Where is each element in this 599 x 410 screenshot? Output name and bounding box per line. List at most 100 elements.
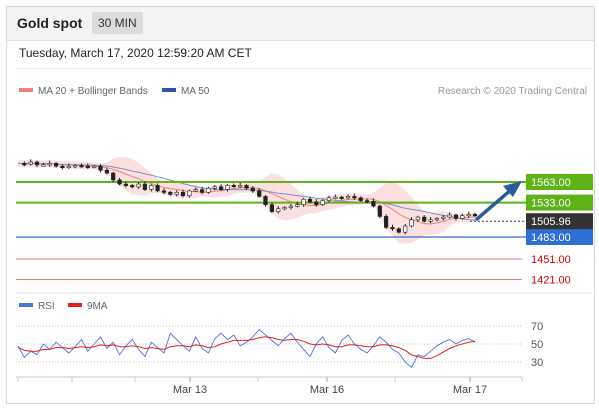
- candle: [85, 165, 90, 168]
- level-label-1483.00: 1483.00: [531, 232, 571, 244]
- candle: [460, 215, 465, 219]
- x-axis: Mar 13 Mar 16 Mar 17: [17, 377, 523, 396]
- candle: [428, 219, 433, 222]
- candle: [320, 200, 325, 206]
- rsi-tick-50: 50: [531, 339, 543, 351]
- candle: [339, 196, 344, 199]
- chart-panel: Gold spot 30 MIN Tuesday, March 17, 2020…: [6, 6, 595, 404]
- candle: [136, 183, 141, 188]
- rsi-ma-legend-label: 9MA: [87, 301, 108, 312]
- bollinger-band: [18, 157, 475, 245]
- candle: [104, 170, 109, 174]
- candle: [472, 214, 478, 217]
- rsi-line: [17, 328, 476, 369]
- header-bar: Gold spot 30 MIN: [7, 7, 594, 41]
- candle: [168, 192, 173, 195]
- candle: [193, 189, 198, 192]
- candle: [92, 165, 97, 168]
- candle: [123, 183, 128, 186]
- candle: [307, 198, 313, 203]
- candle: [250, 187, 255, 192]
- projection-arrow: [475, 181, 522, 221]
- candle: [358, 197, 363, 201]
- candle: [257, 190, 262, 197]
- level-tag-1533.00: [526, 194, 593, 211]
- candle: [117, 179, 122, 185]
- candle: [28, 161, 33, 165]
- candle: [333, 196, 338, 199]
- candle: [269, 204, 275, 212]
- candle: [200, 189, 205, 193]
- candle: [34, 161, 40, 166]
- candle: [60, 165, 65, 168]
- level-label-1563.00: 1563.00: [531, 177, 571, 189]
- interval-badge[interactable]: 30 MIN: [92, 12, 143, 34]
- divider: [17, 68, 592, 69]
- bollinger-band-area: [18, 157, 475, 245]
- candle: [447, 214, 452, 218]
- x-tick-label: Mar 13: [173, 384, 207, 396]
- candle: [364, 200, 370, 203]
- rsi-legend-label: RSI: [38, 301, 55, 312]
- x-tick-label: Mar 16: [310, 384, 344, 396]
- candle: [187, 190, 192, 196]
- ma20-legend-label: MA 20 + Bollinger Bands: [38, 86, 148, 97]
- rsi-tick-30: 30: [531, 357, 543, 369]
- candle: [98, 165, 103, 171]
- rsi-tick-70: 70: [531, 321, 543, 333]
- candle: [288, 205, 294, 208]
- candle: [434, 218, 440, 221]
- candle: [130, 185, 135, 188]
- level-label-1451.00: 1451.00: [531, 254, 571, 266]
- chart-timestamp: Tuesday, March 17, 2020 12:59:20 AM CET: [19, 46, 252, 60]
- candle: [377, 205, 382, 217]
- rsi-ma-line: [17, 336, 476, 359]
- candle: [453, 214, 459, 219]
- candle: [409, 219, 414, 227]
- candle: [22, 163, 27, 166]
- candle: [79, 165, 84, 168]
- candle: [326, 197, 332, 201]
- candle: [53, 163, 59, 167]
- candle: [149, 185, 154, 190]
- candle: [403, 225, 408, 233]
- rsi-plot: 70 50 30: [16, 321, 543, 369]
- x-tick-label: Mar 17: [453, 384, 487, 396]
- level-tag-1563.00: [526, 174, 593, 190]
- candle: [314, 201, 319, 205]
- price-levels: [16, 181, 526, 281]
- candle: [41, 164, 46, 167]
- candle: [415, 216, 421, 221]
- candle: [352, 196, 357, 199]
- candle: [295, 204, 300, 207]
- candle: [238, 185, 243, 188]
- candle: [466, 214, 471, 217]
- candle: [161, 190, 167, 193]
- current-price-label: 1505.96: [531, 216, 571, 228]
- candle: [383, 216, 389, 228]
- ma50-legend-label: MA 50: [181, 86, 210, 97]
- candle: [263, 196, 268, 205]
- instrument-title: Gold spot: [17, 15, 83, 31]
- level-label-1533.00: 1533.00: [531, 198, 571, 210]
- candle: [345, 196, 351, 199]
- candle: [47, 163, 52, 166]
- candle: [155, 185, 160, 192]
- candle: [212, 186, 217, 189]
- credit-text: Research © 2020 Trading Central: [438, 86, 587, 97]
- candle: [282, 207, 287, 210]
- candle: [396, 228, 401, 233]
- rsi-ma-legend-swatch: [68, 303, 82, 307]
- level-label-1421.00: 1421.00: [531, 275, 571, 287]
- candle: [66, 165, 71, 168]
- level-tag-1483.00: [526, 229, 593, 245]
- candle: [174, 192, 179, 195]
- candle: [301, 198, 306, 205]
- candle: [219, 186, 224, 190]
- candle: [225, 185, 230, 190]
- candle: [390, 227, 395, 230]
- candlesticks: [22, 159, 478, 235]
- candle: [371, 201, 376, 207]
- level-labels: 1563.00 1533.00 1483.00 1451.00 1421.00 1505.…: [526, 174, 593, 287]
